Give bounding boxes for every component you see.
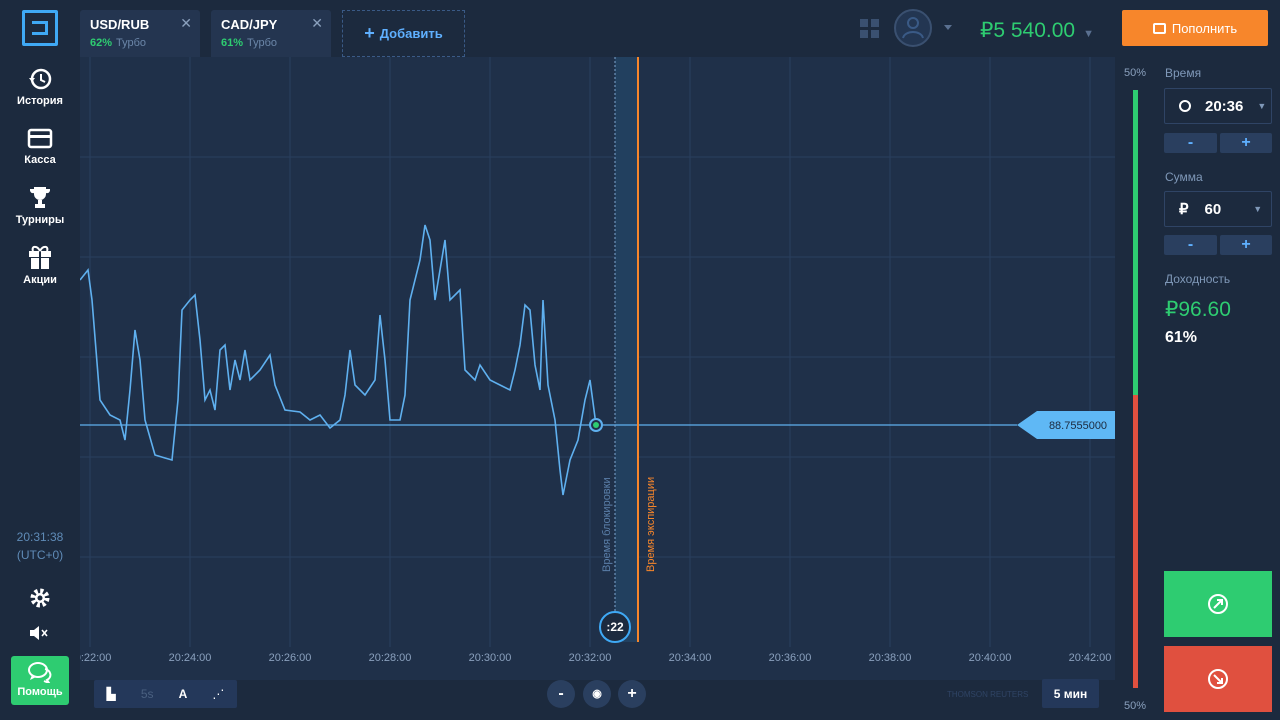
tool-timeframe[interactable]: 5s bbox=[140, 687, 154, 701]
chart: Время блокировки Время экспирации :22 88… bbox=[80, 57, 1146, 712]
tool-indicators[interactable]: ⋰ bbox=[212, 687, 225, 701]
time-value: 20:36 bbox=[1205, 97, 1244, 115]
help-button[interactable]: Помощь bbox=[11, 656, 69, 705]
lock-label: Время блокировки bbox=[601, 477, 613, 572]
asset-tab[interactable]: CAD/JPY 61% Турбо ✕ bbox=[211, 10, 331, 57]
tab-pair: USD/RUB bbox=[90, 17, 150, 32]
menu-cashier[interactable]: Касса bbox=[0, 127, 80, 166]
price-dot-core bbox=[593, 422, 599, 428]
x-tick-label: 20:24:00 bbox=[169, 652, 212, 664]
grid bbox=[80, 57, 1115, 647]
clock: 20:31:38 (UTC+0) bbox=[0, 528, 80, 564]
tab-payout: 62% bbox=[90, 37, 113, 49]
avatar[interactable] bbox=[893, 8, 955, 48]
timeframe-button[interactable]: 5 мин bbox=[1042, 679, 1099, 708]
tool-draw[interactable]: A bbox=[178, 687, 188, 701]
menu-tournaments[interactable]: Турниры bbox=[0, 185, 80, 226]
x-tick-label: 20:34:00 bbox=[669, 652, 712, 664]
menu-label: Акции bbox=[23, 274, 57, 286]
price-tag-label: 88.7555000 bbox=[1049, 420, 1107, 432]
settings-icon[interactable] bbox=[29, 587, 51, 609]
menu-promo[interactable]: Акции bbox=[0, 243, 80, 286]
zoom-out[interactable]: - bbox=[547, 680, 575, 708]
profit-percent: 61% bbox=[1165, 329, 1198, 346]
time-input[interactable]: 20:36 ▼ bbox=[1164, 88, 1272, 124]
x-tick-label: 20:42:00 bbox=[1069, 652, 1112, 664]
amount-minus[interactable]: - bbox=[1164, 235, 1217, 255]
zoom-in[interactable]: + bbox=[618, 680, 646, 708]
balance-value: ₽5 540.00 bbox=[980, 19, 1076, 42]
tab-close[interactable]: ✕ bbox=[311, 15, 323, 31]
x-tick-label: 20:36:00 bbox=[769, 652, 812, 664]
deposit-label: Пополнить bbox=[1171, 20, 1238, 36]
add-tab-label: Добавить bbox=[379, 26, 443, 41]
profit-value: ₽96.60 bbox=[1165, 298, 1231, 321]
lock-zone bbox=[615, 57, 638, 642]
profit-label: Доходность bbox=[1165, 272, 1231, 286]
menu-label: Турниры bbox=[15, 214, 65, 226]
logo[interactable] bbox=[22, 10, 58, 46]
sidebar: История Касса Турниры Акции 20:31:38 (UT… bbox=[0, 0, 80, 720]
trade-panel: Время 20:36 ▼ - + Сумма ₽60 ▼ - + Доходнос… bbox=[1155, 57, 1280, 720]
amount-input[interactable]: ₽60 ▼ bbox=[1164, 191, 1272, 227]
scale-top: 50% bbox=[1124, 67, 1146, 79]
scale-down bbox=[1133, 395, 1138, 688]
x-tick-label: 20:28:00 bbox=[369, 652, 412, 664]
deposit-button[interactable]: Пополнить bbox=[1122, 10, 1268, 46]
tab-mode: Турбо bbox=[247, 37, 278, 49]
add-tab[interactable]: + Добавить bbox=[342, 10, 465, 57]
x-axis: 20:22:00 20:24:00 20:26:00 20:28:00 20:30:00… bbox=[80, 652, 1111, 664]
x-tick-label: 20:22:00 bbox=[80, 652, 111, 664]
chart-tools: ▙ 5s A ⋰ bbox=[94, 680, 237, 708]
chart-area bbox=[80, 57, 1115, 680]
clock-timezone: (UTC+0) bbox=[16, 548, 64, 562]
scale-up bbox=[1133, 90, 1138, 395]
tab-pair: CAD/JPY bbox=[221, 17, 278, 32]
x-tick-label: 20:38:00 bbox=[869, 652, 912, 664]
time-plus[interactable]: + bbox=[1220, 133, 1272, 153]
amount-value: 60 bbox=[1204, 200, 1222, 218]
help-label: Помощь bbox=[17, 686, 63, 698]
x-tick-label: 20:26:00 bbox=[269, 652, 312, 664]
amount-currency: ₽ bbox=[1179, 201, 1189, 218]
asset-tab[interactable]: USD/RUB 62% Турбо ✕ bbox=[80, 10, 200, 57]
scale-bottom: 50% bbox=[1124, 700, 1146, 712]
tab-payout: 61% bbox=[221, 37, 244, 49]
amount-label: Сумма bbox=[1165, 170, 1203, 184]
menu-label: Касса bbox=[24, 154, 56, 166]
time-label: Время bbox=[1165, 66, 1202, 80]
price-line bbox=[80, 224, 597, 496]
amount-plus[interactable]: + bbox=[1220, 235, 1272, 255]
time-minus[interactable]: - bbox=[1164, 133, 1217, 153]
mute-icon[interactable] bbox=[29, 625, 51, 641]
call-button[interactable] bbox=[1164, 571, 1272, 637]
menu-history[interactable]: История bbox=[0, 66, 80, 107]
watermark: THOMSON REUTERS bbox=[947, 690, 1028, 699]
zoom-reset[interactable]: ◉ bbox=[583, 680, 611, 708]
clock-time: 20:31:38 bbox=[16, 530, 64, 544]
expiry-label: Время экспирации bbox=[645, 477, 657, 572]
price-tag bbox=[1017, 411, 1115, 439]
x-tick-label: 20:40:00 bbox=[969, 652, 1012, 664]
x-tick-label: 20:30:00 bbox=[469, 652, 512, 664]
balance[interactable]: ₽5 540.00 ▼ bbox=[980, 19, 1094, 42]
tab-close[interactable]: ✕ bbox=[180, 15, 192, 31]
tool-chart-type[interactable]: ▙ bbox=[106, 687, 116, 701]
menu-label: История bbox=[17, 95, 63, 107]
tab-mode: Турбо bbox=[116, 37, 147, 49]
countdown-ring bbox=[599, 611, 631, 643]
put-button[interactable] bbox=[1164, 646, 1272, 712]
layout-icon[interactable] bbox=[860, 19, 880, 39]
countdown: :22 bbox=[606, 620, 624, 634]
x-tick-label: 20:32:00 bbox=[569, 652, 612, 664]
